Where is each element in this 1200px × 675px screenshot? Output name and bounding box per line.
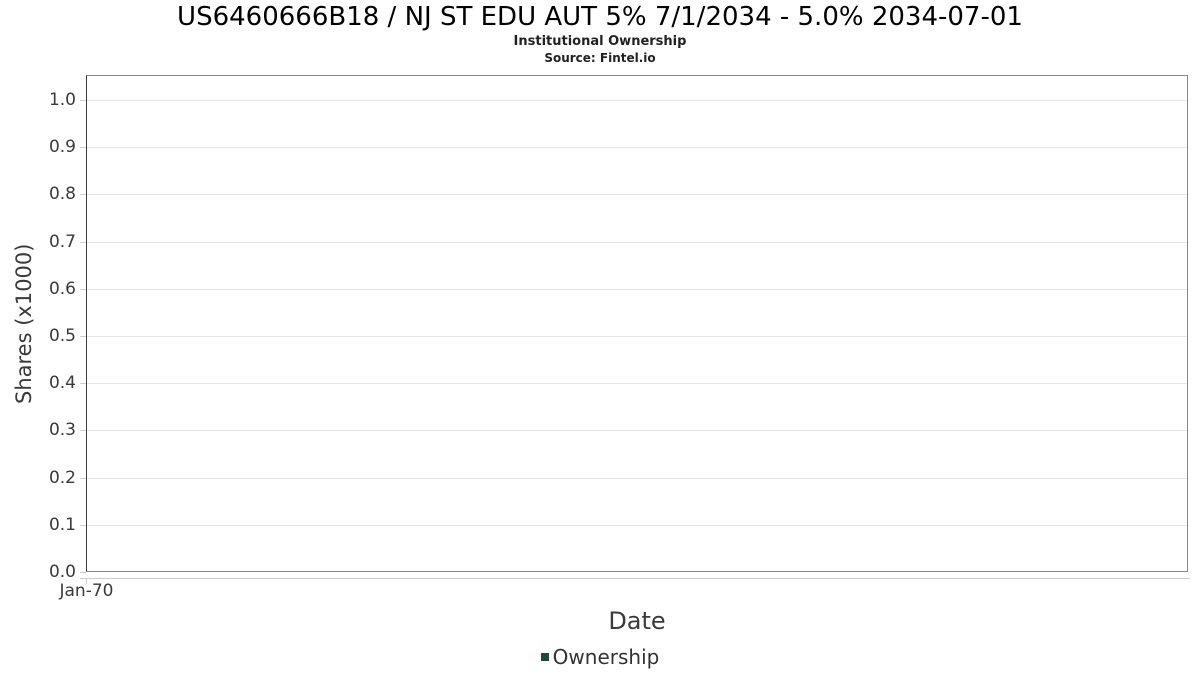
x-tick-mark (86, 579, 87, 584)
y-tick-label: 0.5 (48, 326, 76, 346)
y-tick-mark (80, 524, 86, 526)
x-tick-label: Jan-70 (59, 581, 114, 601)
gridline (87, 147, 1187, 149)
gridline (87, 430, 1187, 432)
gridline (87, 241, 1187, 243)
y-tick-label: 0.7 (48, 231, 76, 252)
x-axis-title: Date (608, 607, 666, 635)
y-tick-mark (80, 100, 86, 101)
y-tick-label: 0.6 (48, 278, 76, 299)
gridline (87, 288, 1187, 290)
chart-title: US6460666B18 / NJ ST EDU AUT 5% 7/1/2034… (177, 2, 1023, 32)
y-axis-tick-labels: 0.0 0.1 0.2 0.3 0.4 0.5 0.6 0.7 0.8 0.9 1.0 (0, 75, 76, 582)
chart-subtitle: Institutional Ownership (513, 34, 687, 49)
y-tick-mark (80, 241, 86, 243)
legend-item-ownership[interactable]: Ownership (540, 645, 660, 669)
legend-label: Ownership (552, 645, 660, 669)
plot-area (80, 75, 1188, 573)
y-tick-label: 0.0 (48, 562, 76, 582)
y-tick-mark (80, 572, 86, 573)
gridline (87, 336, 1187, 337)
chart-source-credit: Source: Fintel.io (544, 51, 656, 65)
y-tick-label: 0.2 (48, 467, 76, 488)
y-tick-label: 0.1 (48, 514, 76, 535)
y-tick-mark (80, 288, 86, 290)
y-tick-label: 0.4 (48, 373, 76, 394)
y-tick-mark (80, 194, 86, 196)
gridline (87, 524, 1187, 526)
gridline (87, 383, 1187, 385)
y-tick-mark (80, 477, 86, 479)
gridline (87, 477, 1187, 479)
y-tick-mark (80, 383, 86, 385)
x-axis-line (80, 578, 1190, 579)
y-tick-mark (80, 430, 86, 432)
y-tick-label: 0.9 (48, 137, 76, 158)
y-tick-label: 1.0 (48, 90, 76, 110)
y-tick-label: 0.3 (48, 420, 76, 441)
y-tick-mark (80, 147, 86, 149)
y-tick-label: 0.8 (48, 184, 76, 205)
legend-marker-square-icon (540, 653, 549, 661)
gridline (87, 194, 1187, 196)
gridline (87, 100, 1187, 101)
chart-legend: Ownership (0, 645, 1200, 669)
y-tick-mark (80, 336, 86, 337)
